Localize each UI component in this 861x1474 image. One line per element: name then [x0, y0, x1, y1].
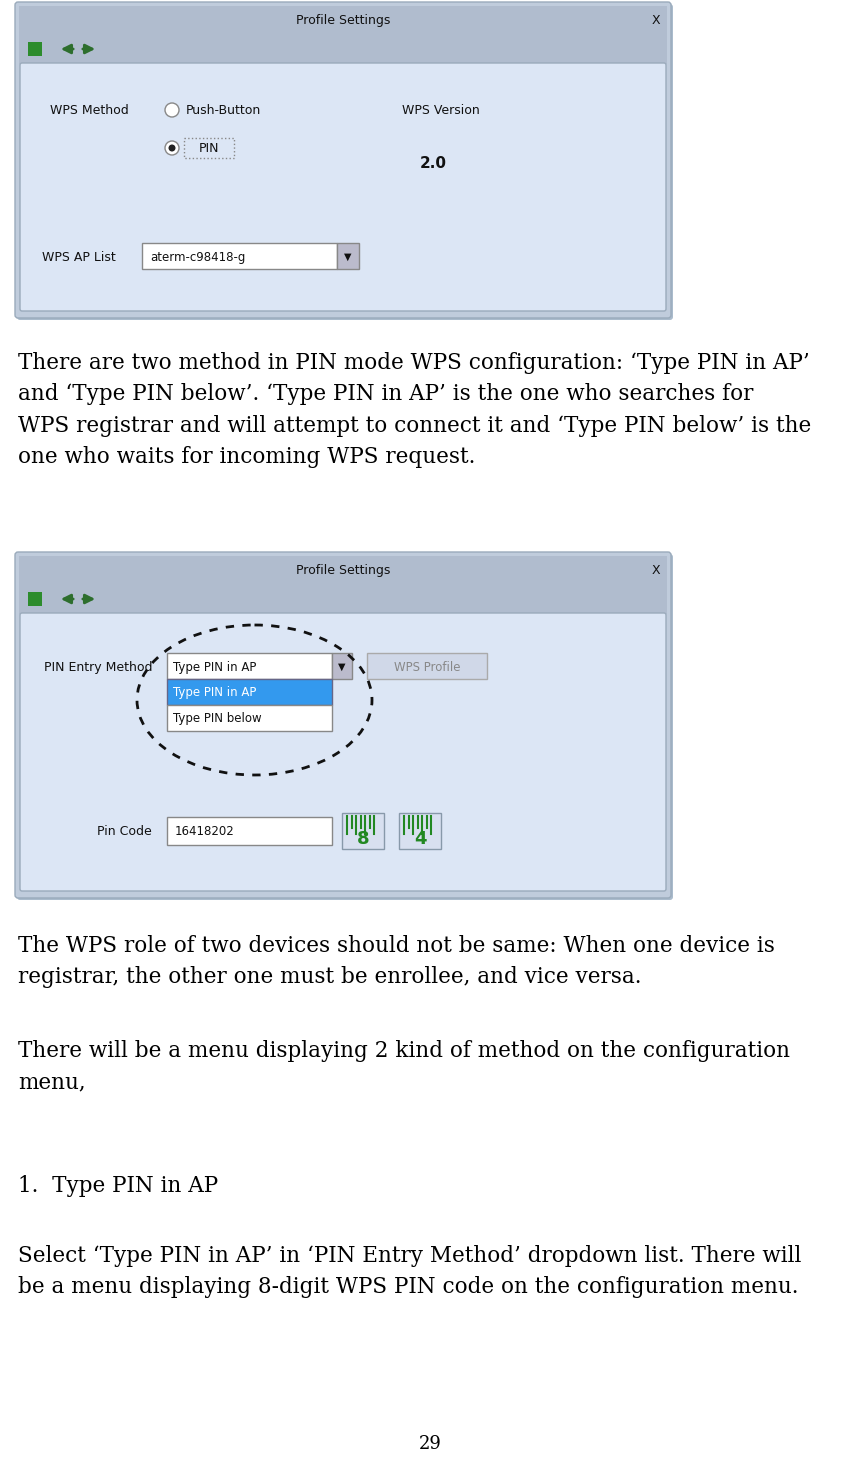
Text: 8: 8: [356, 830, 369, 848]
Text: WPS Profile: WPS Profile: [393, 660, 461, 674]
FancyBboxPatch shape: [337, 243, 359, 268]
Text: WPS Version: WPS Version: [402, 103, 480, 116]
FancyBboxPatch shape: [167, 653, 332, 680]
Circle shape: [165, 142, 179, 155]
FancyBboxPatch shape: [399, 814, 441, 849]
FancyBboxPatch shape: [19, 34, 667, 63]
Text: 1.  Type PIN in AP: 1. Type PIN in AP: [18, 1175, 218, 1197]
Text: Type PIN below: Type PIN below: [173, 712, 262, 725]
FancyBboxPatch shape: [342, 814, 384, 849]
Text: 4: 4: [414, 830, 426, 848]
Text: WPS Method: WPS Method: [50, 103, 129, 116]
FancyBboxPatch shape: [15, 1, 671, 318]
Text: 16418202: 16418202: [175, 824, 235, 837]
Text: Type PIN in AP: Type PIN in AP: [173, 685, 257, 699]
FancyBboxPatch shape: [184, 139, 234, 158]
FancyBboxPatch shape: [20, 63, 666, 311]
Text: Profile Settings: Profile Settings: [296, 13, 390, 27]
FancyBboxPatch shape: [142, 243, 337, 268]
Text: Push-Button: Push-Button: [186, 103, 261, 116]
FancyBboxPatch shape: [367, 653, 487, 680]
Text: WPS AP List: WPS AP List: [42, 251, 115, 264]
FancyBboxPatch shape: [19, 6, 667, 34]
Text: Pin Code: Pin Code: [97, 824, 152, 837]
Text: ▼: ▼: [344, 252, 352, 262]
Text: There are two method in PIN mode WPS configuration: ‘Type PIN in AP’
and ‘Type P: There are two method in PIN mode WPS con…: [18, 352, 811, 469]
FancyBboxPatch shape: [20, 613, 666, 890]
Text: There will be a menu displaying 2 kind of method on the configuration
menu,: There will be a menu displaying 2 kind o…: [18, 1041, 790, 1094]
Text: X: X: [652, 13, 660, 27]
FancyBboxPatch shape: [167, 705, 332, 731]
Text: X: X: [652, 563, 660, 576]
FancyBboxPatch shape: [17, 554, 673, 901]
FancyBboxPatch shape: [15, 551, 671, 898]
FancyBboxPatch shape: [28, 41, 42, 56]
Text: PIN Entry Method: PIN Entry Method: [44, 660, 152, 674]
FancyBboxPatch shape: [167, 680, 332, 705]
Text: Type PIN in AP: Type PIN in AP: [173, 660, 257, 674]
Text: ▼: ▼: [338, 662, 346, 672]
FancyBboxPatch shape: [17, 4, 673, 320]
FancyBboxPatch shape: [28, 593, 42, 606]
Text: 29: 29: [419, 1436, 442, 1453]
Text: Select ‘Type PIN in AP’ in ‘PIN Entry Method’ dropdown list. There will
be a men: Select ‘Type PIN in AP’ in ‘PIN Entry Me…: [18, 1246, 802, 1299]
FancyBboxPatch shape: [332, 653, 352, 680]
Text: The WPS role of two devices should not be same: When one device is
registrar, th: The WPS role of two devices should not b…: [18, 935, 775, 989]
Circle shape: [165, 103, 179, 116]
Circle shape: [169, 144, 176, 152]
Text: PIN: PIN: [199, 142, 220, 155]
FancyBboxPatch shape: [19, 584, 667, 615]
FancyBboxPatch shape: [19, 556, 667, 584]
FancyBboxPatch shape: [167, 817, 332, 845]
Text: 2.0: 2.0: [420, 155, 447, 171]
Text: Profile Settings: Profile Settings: [296, 563, 390, 576]
Text: aterm-c98418-g: aterm-c98418-g: [150, 251, 245, 264]
